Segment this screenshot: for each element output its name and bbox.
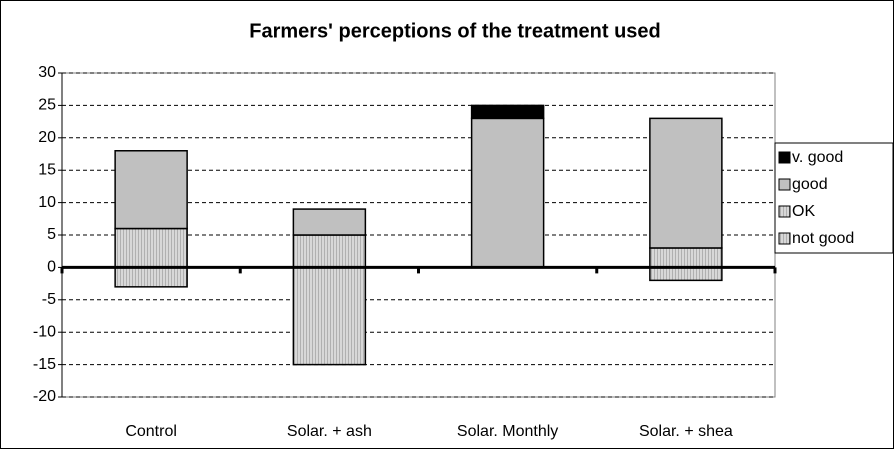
legend-box bbox=[774, 142, 894, 254]
y-tick-label: 0 bbox=[47, 259, 56, 276]
bar-segment bbox=[649, 247, 723, 269]
y-tick-label: 25 bbox=[38, 97, 56, 114]
legend-label: OK bbox=[792, 203, 815, 220]
y-tick-label: 15 bbox=[38, 161, 56, 178]
legend-swatch bbox=[778, 232, 791, 245]
x-tick-label: Solar. + shea bbox=[639, 423, 733, 440]
bar-segment bbox=[114, 227, 188, 269]
y-tick-label: 20 bbox=[38, 129, 56, 146]
y-tick-label: 10 bbox=[38, 194, 56, 211]
y-tick-label: -10 bbox=[33, 323, 56, 340]
legend-label: v. good bbox=[792, 149, 843, 166]
legend-swatch bbox=[778, 205, 791, 218]
chart-title: Farmers' perceptions of the treatment us… bbox=[249, 20, 661, 42]
legend-swatch bbox=[778, 178, 791, 191]
y-tick-label: -20 bbox=[33, 388, 56, 405]
legend-swatch bbox=[778, 151, 791, 164]
y-tick-label: 5 bbox=[47, 226, 56, 243]
bar-segment bbox=[292, 266, 367, 366]
legend-label: good bbox=[792, 176, 828, 193]
bar-segment bbox=[649, 117, 723, 249]
y-tick-label: -15 bbox=[33, 356, 56, 373]
x-tick-label: Solar. Monthly bbox=[457, 423, 558, 440]
x-tick-label: Solar. + ash bbox=[287, 423, 372, 440]
y-tick-label: 30 bbox=[38, 64, 56, 81]
bar-segment bbox=[114, 150, 188, 230]
bar-segment bbox=[114, 266, 188, 288]
y-tick-label: -5 bbox=[42, 291, 56, 308]
bar-segment bbox=[292, 234, 367, 269]
bar-segment bbox=[292, 208, 367, 236]
bar-segment bbox=[470, 117, 545, 269]
legend-label: not good bbox=[792, 230, 854, 247]
x-tick-label: Control bbox=[125, 423, 177, 440]
bar-segment bbox=[470, 104, 545, 120]
bar-segment bbox=[649, 266, 723, 282]
